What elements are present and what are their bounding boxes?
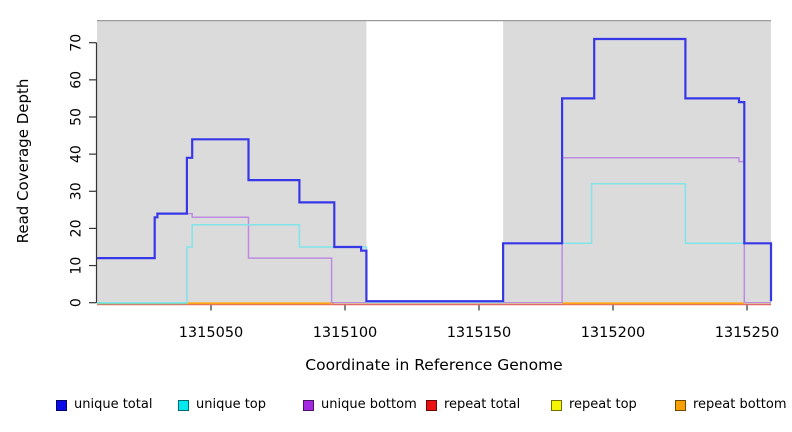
- legend-label: repeat bottom: [693, 397, 787, 412]
- legend-label: unique top: [196, 397, 267, 412]
- y-axis-title: Read Coverage Depth: [14, 79, 32, 244]
- y-tick-label: 30: [69, 182, 85, 200]
- legend-item-repeat-total: repeat total: [426, 397, 520, 413]
- y-tick-label: 0: [69, 298, 85, 307]
- legend-swatch-unique-bottom: [303, 399, 314, 411]
- legend-swatch-repeat-top: [551, 399, 562, 411]
- y-tick-label: 40: [69, 145, 85, 163]
- legend-item-unique-total: unique total: [56, 397, 152, 413]
- y-tick-label: 20: [69, 219, 85, 237]
- legend-swatch-unique-top: [178, 399, 189, 411]
- series-unique-total-line: [97, 37, 773, 303]
- x-tick-label: 1315200: [581, 325, 646, 341]
- x-tick-label: 1315050: [179, 325, 244, 341]
- legend-label: unique total: [74, 397, 153, 412]
- legend-item-repeat-top: repeat top: [551, 397, 637, 413]
- legend-item-repeat-bottom: repeat bottom: [675, 397, 787, 413]
- x-tick-label: 1315250: [715, 325, 780, 341]
- y-tick-label: 10: [69, 257, 85, 275]
- y-tick-label: 60: [69, 71, 85, 89]
- legend-swatch-repeat-bottom: [675, 399, 686, 411]
- x-tick-label: 1315150: [447, 325, 512, 341]
- legend-label: repeat total: [444, 397, 521, 412]
- legend-label: unique bottom: [321, 397, 417, 412]
- coverage-chart: 0 10 20 30 40 50 60 70 1315050 1315100 1315150 1315…: [14, 19, 780, 374]
- x-axis-title: Coordinate in Reference Genome: [305, 356, 562, 374]
- x-tick-label: 1315100: [313, 325, 378, 341]
- y-tick-label: 50: [69, 108, 85, 126]
- legend-swatch-repeat-total: [426, 399, 437, 411]
- gap-region: [366, 20, 504, 303]
- legend: unique total unique top unique bottom repea…: [0, 394, 792, 420]
- legend-label: repeat top: [569, 397, 637, 412]
- legend-item-unique-top: unique top: [178, 397, 266, 413]
- legend-swatch-unique-total: [56, 399, 67, 411]
- legend-item-unique-bottom: unique bottom: [303, 397, 417, 413]
- y-tick-label: 70: [69, 34, 85, 52]
